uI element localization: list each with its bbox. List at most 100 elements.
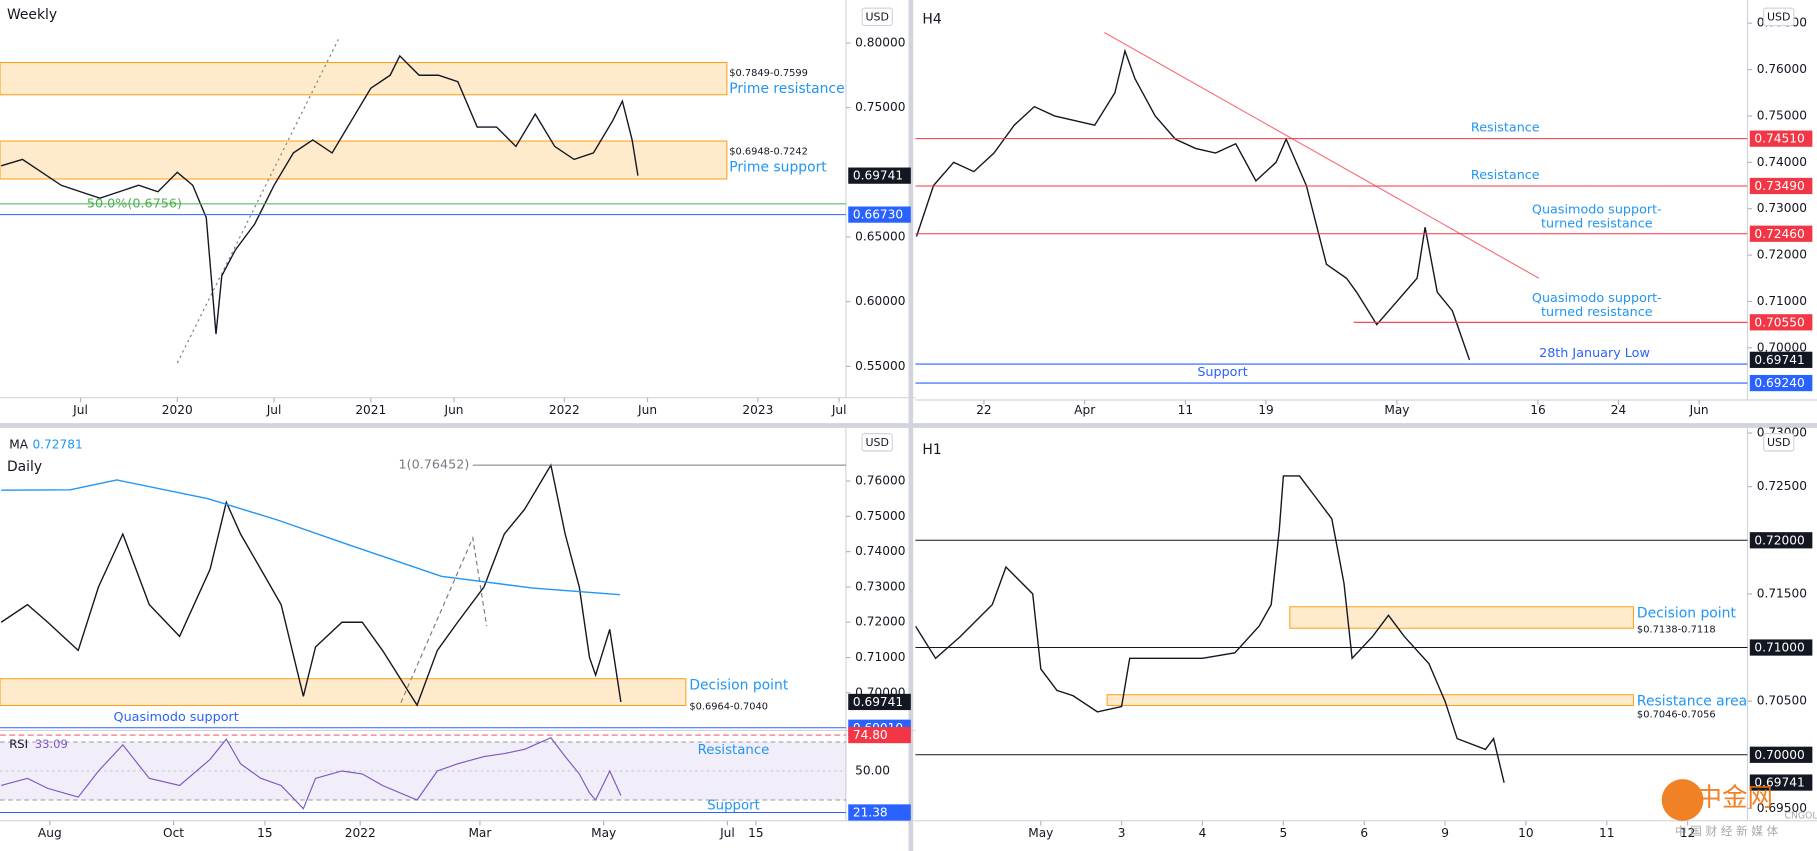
x-tick-label: Aug xyxy=(38,826,62,840)
price-line xyxy=(915,475,1505,783)
x-tick-label: 15 xyxy=(748,826,763,840)
price-badge-label: 0.70550 xyxy=(1754,315,1804,329)
chart-panel: Decision point $0.6964-0.7040 1(0.76452) Qu… xyxy=(0,425,916,840)
x-tick-label: Jun xyxy=(1689,403,1709,417)
y-tick-label: 0.76000 xyxy=(1757,62,1807,76)
price-line xyxy=(0,54,639,335)
currency-label: USD xyxy=(865,436,889,449)
price-line xyxy=(1,479,621,596)
y-tick-label: 0.71000 xyxy=(1757,294,1807,308)
rsi-level-label: Support xyxy=(707,799,760,814)
zone-range-label: $0.6964-0.7040 xyxy=(689,702,768,713)
x-tick-label: 4 xyxy=(1199,826,1207,840)
level-label: 28th January Low xyxy=(1539,346,1650,361)
price-badge-label: 0.71000 xyxy=(1754,641,1804,655)
level-label: Quasimodo support-turned resistance xyxy=(1532,290,1662,319)
x-tick-label: May xyxy=(1028,826,1053,840)
chart-panel: Resistance 0.74510 Resistance 0.73490 Quasim… xyxy=(915,0,1817,417)
zone xyxy=(0,61,728,96)
y-tick-label: 0.72000 xyxy=(855,615,905,629)
x-tick-label: 2021 xyxy=(355,403,386,417)
x-tick-label: 24 xyxy=(1611,403,1627,417)
currency-box xyxy=(1763,433,1795,452)
y-tick-label: 0.60000 xyxy=(855,294,905,308)
price-badge xyxy=(848,206,911,223)
indicator-name: MA xyxy=(9,438,28,452)
watermark-tagline: 中 国 财 经 新 媒 体 xyxy=(1675,824,1779,838)
y-tick-label: 0.70500 xyxy=(1757,694,1807,708)
price-badge xyxy=(848,167,911,184)
watermark-name: 中金网 xyxy=(1696,783,1772,813)
level-label: Support xyxy=(1197,365,1247,380)
chart-title: Daily xyxy=(7,459,42,475)
x-tick-label: Jun xyxy=(637,403,657,417)
y-tick-label: 0.75000 xyxy=(1757,108,1807,122)
price-badge-label: 0.73490 xyxy=(1754,179,1804,193)
pattern-line xyxy=(400,535,488,703)
y-tick-label: 0.72500 xyxy=(1757,479,1807,493)
x-tick-label: 10 xyxy=(1518,826,1533,840)
y-tick-label: 0.70000 xyxy=(1757,340,1807,354)
zone-range-label: $0.7849-0.7599 xyxy=(729,68,808,79)
y-tick-label: 0.73000 xyxy=(1757,201,1807,215)
rsi-name: RSI xyxy=(9,737,28,751)
x-tick-label: 5 xyxy=(1279,826,1287,840)
zone-range-label: $0.7046-0.7056 xyxy=(1637,709,1716,720)
x-tick-label: 6 xyxy=(1360,826,1368,840)
trend-line xyxy=(1104,31,1540,279)
x-tick-label: 16 xyxy=(1530,403,1545,417)
x-tick-label: 2020 xyxy=(162,403,193,417)
price-badge-label: 74.80 xyxy=(853,728,888,742)
trend-line xyxy=(176,39,339,364)
currency-label: USD xyxy=(1767,10,1791,23)
x-tick-label: Mar xyxy=(468,826,491,840)
x-tick-label: 2022 xyxy=(549,403,580,417)
x-tick-label: 11 xyxy=(1599,826,1614,840)
x-tick-label: 9 xyxy=(1441,826,1449,840)
zone-range-label: $0.6948-0.7242 xyxy=(729,146,808,157)
x-tick-label: 11 xyxy=(1178,403,1193,417)
x-tick-label: 2023 xyxy=(742,403,773,417)
currency-label: USD xyxy=(865,10,889,23)
price-badge xyxy=(1749,314,1813,331)
rsi-value: 33.09 xyxy=(35,737,68,751)
chart-panel: $0.7849-0.7599 Prime resistance $0.6948-0.… xyxy=(0,0,916,417)
chart-title: H1 xyxy=(922,442,941,458)
rsi-tick-label: 50.00 xyxy=(855,763,890,777)
zone xyxy=(1106,694,1634,706)
price-badge-label: 0.72000 xyxy=(1754,533,1804,547)
watermark: 中金网 CNGOLD.COM 中 国 财 经 新 媒 体 xyxy=(1661,779,1817,838)
price-badge xyxy=(1749,351,1813,368)
y-tick-label: 0.72000 xyxy=(1757,248,1807,262)
x-tick-label: Jul xyxy=(266,403,282,417)
price-line xyxy=(0,463,622,707)
watermark-url: CNGOLD.COM xyxy=(1785,811,1817,822)
x-tick-label: Oct xyxy=(163,826,184,840)
currency-label: USD xyxy=(1767,436,1791,449)
x-tick-label: 12 xyxy=(1680,826,1695,840)
y-tick-label: 0.75000 xyxy=(855,509,905,523)
y-tick-label: 0.75000 xyxy=(855,100,905,114)
price-badge xyxy=(1749,639,1813,656)
y-tick-label: 0.65000 xyxy=(855,229,905,243)
price-badge xyxy=(848,726,911,744)
price-badge-label: 0.74510 xyxy=(1754,132,1804,146)
price-badge xyxy=(1749,532,1813,549)
price-badge xyxy=(848,693,911,711)
y-tick-label: 0.76000 xyxy=(855,474,905,488)
x-tick-label: Jul xyxy=(719,826,735,840)
zone xyxy=(0,140,728,180)
zone xyxy=(0,678,687,706)
price-badge-label: 0.69240 xyxy=(1754,376,1804,390)
watermark-logo xyxy=(1661,779,1704,821)
x-tick-label: 2022 xyxy=(345,826,376,840)
currency-box xyxy=(861,7,893,27)
y-tick-label: 0.71500 xyxy=(1757,586,1807,600)
level-label: 1(0.76452) xyxy=(399,458,470,473)
price-badge xyxy=(1749,130,1813,147)
rsi-level-label: Resistance xyxy=(698,743,770,758)
price-badge-label: 0.69741 xyxy=(1754,353,1804,367)
price-badge xyxy=(848,804,911,821)
rsi-line xyxy=(1,737,622,810)
